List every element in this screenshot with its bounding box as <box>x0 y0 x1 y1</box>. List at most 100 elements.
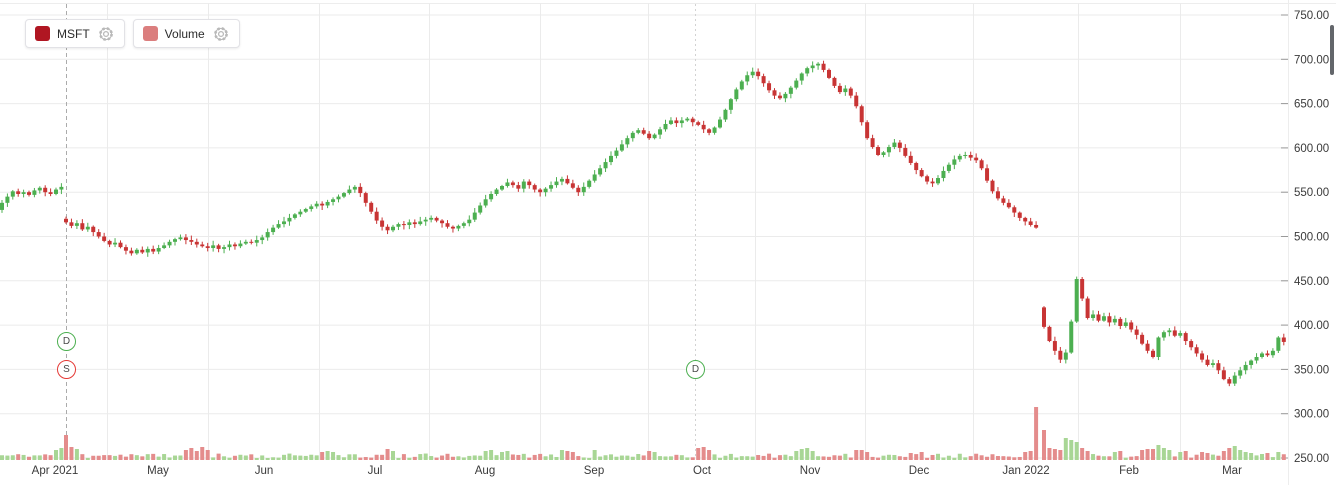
candle-body[interactable] <box>570 183 575 188</box>
candle-body[interactable] <box>1080 279 1085 299</box>
candle-body[interactable] <box>532 185 537 190</box>
volume-bar[interactable] <box>521 453 526 460</box>
volume-bar[interactable] <box>794 451 799 460</box>
candle-body[interactable] <box>456 225 461 229</box>
candle-body[interactable] <box>1172 330 1177 336</box>
candle-body[interactable] <box>723 109 728 120</box>
volume-bar[interactable] <box>1001 456 1006 460</box>
volume-bar[interactable] <box>957 453 962 460</box>
candle-body[interactable] <box>1151 350 1155 357</box>
candle-body[interactable] <box>663 123 668 130</box>
candle-body[interactable] <box>16 191 21 194</box>
volume-bar[interactable] <box>963 457 968 460</box>
volume-bar[interactable] <box>549 454 554 460</box>
volume-bar[interactable] <box>211 457 216 460</box>
volume-bar[interactable] <box>1194 454 1199 460</box>
volume-bar[interactable] <box>287 453 292 460</box>
volume-bar[interactable] <box>974 453 979 460</box>
volume-bar[interactable] <box>892 454 897 460</box>
volume-bar[interactable] <box>178 455 183 460</box>
candle-body[interactable] <box>227 244 232 248</box>
candle-body[interactable] <box>396 224 401 227</box>
volume-bar[interactable] <box>559 450 564 460</box>
candle-body[interactable] <box>816 63 821 66</box>
volume-bar[interactable] <box>43 454 48 460</box>
candle-body[interactable] <box>630 132 635 139</box>
candle-body[interactable] <box>728 99 733 110</box>
candle-body[interactable] <box>27 192 31 195</box>
candle-body[interactable] <box>178 237 183 240</box>
volume-bar[interactable] <box>412 456 417 460</box>
volume-bar[interactable] <box>576 456 581 460</box>
candle-body[interactable] <box>91 226 96 233</box>
candle-body[interactable] <box>287 217 292 222</box>
volume-bar[interactable] <box>1107 456 1112 460</box>
candle-body[interactable] <box>1145 343 1150 351</box>
candle-body[interactable] <box>1096 314 1101 321</box>
candle-body[interactable] <box>761 76 766 84</box>
volume-bar[interactable] <box>636 454 641 460</box>
candle-body[interactable] <box>489 193 494 200</box>
candle-body[interactable] <box>467 219 472 224</box>
volume-bar[interactable] <box>1161 448 1166 460</box>
candle-body[interactable] <box>750 71 755 76</box>
volume-bar[interactable] <box>968 456 973 460</box>
candle-body[interactable] <box>598 168 603 175</box>
volume-bar[interactable] <box>292 455 297 460</box>
volume-bar[interactable] <box>1265 453 1270 460</box>
volume-bar[interactable] <box>750 456 755 460</box>
volume-bar[interactable] <box>946 455 951 460</box>
volume-bar[interactable] <box>609 454 613 460</box>
candle-body[interactable] <box>685 118 690 121</box>
candle-body[interactable] <box>54 189 58 194</box>
candle-body[interactable] <box>32 190 37 195</box>
volume-bar[interactable] <box>952 457 957 460</box>
candle-body[interactable] <box>919 170 924 177</box>
candle-body[interactable] <box>559 178 564 182</box>
candle-body[interactable] <box>320 203 325 206</box>
volume-bar[interactable] <box>745 456 750 460</box>
volume-bar[interactable] <box>1012 457 1017 460</box>
volume-bar[interactable] <box>156 456 161 460</box>
volume-bar[interactable] <box>74 449 79 460</box>
candle-body[interactable] <box>134 249 139 254</box>
candle-body[interactable] <box>625 138 630 145</box>
volume-bar[interactable] <box>145 454 150 460</box>
candle-body[interactable] <box>1260 353 1264 357</box>
volume-bar[interactable] <box>1085 451 1090 460</box>
volume-bar[interactable] <box>276 457 281 460</box>
volume-bar[interactable] <box>129 454 134 460</box>
volume-bar[interactable] <box>5 455 10 460</box>
candle-body[interactable] <box>870 138 875 148</box>
candle-body[interactable] <box>189 240 194 242</box>
candle-body[interactable] <box>952 159 957 165</box>
volume-bar[interactable] <box>886 454 891 460</box>
volume-bar[interactable] <box>456 456 461 460</box>
volume-bar[interactable] <box>570 452 575 460</box>
volume-bar[interactable] <box>222 456 227 460</box>
candle-body[interactable] <box>282 221 286 225</box>
volume-bar[interactable] <box>347 454 352 460</box>
volume-bar[interactable] <box>260 455 265 460</box>
volume-bar[interactable] <box>37 455 42 460</box>
volume-bar[interactable] <box>102 455 107 460</box>
candle-body[interactable] <box>1281 337 1286 342</box>
volume-bar[interactable] <box>1096 455 1101 460</box>
candle-body[interactable] <box>827 69 831 78</box>
candle-body[interactable] <box>1227 379 1232 384</box>
candle-body[interactable] <box>641 130 646 134</box>
volume-bar[interactable] <box>374 454 379 460</box>
candle-body[interactable] <box>309 206 314 210</box>
volume-bar[interactable] <box>265 457 270 460</box>
volume-bar[interactable] <box>1052 449 1057 460</box>
volume-bar[interactable] <box>1151 449 1155 460</box>
volume-bar[interactable] <box>162 454 167 460</box>
volume-bar[interactable] <box>1118 451 1123 460</box>
volume-bar[interactable] <box>990 454 995 460</box>
candle-body[interactable] <box>799 73 804 81</box>
volume-bar[interactable] <box>167 457 172 460</box>
volume-bar[interactable] <box>85 457 90 460</box>
candle-body[interactable] <box>1017 212 1022 218</box>
volume-bar[interactable] <box>668 456 673 460</box>
volume-bar[interactable] <box>1156 445 1161 460</box>
